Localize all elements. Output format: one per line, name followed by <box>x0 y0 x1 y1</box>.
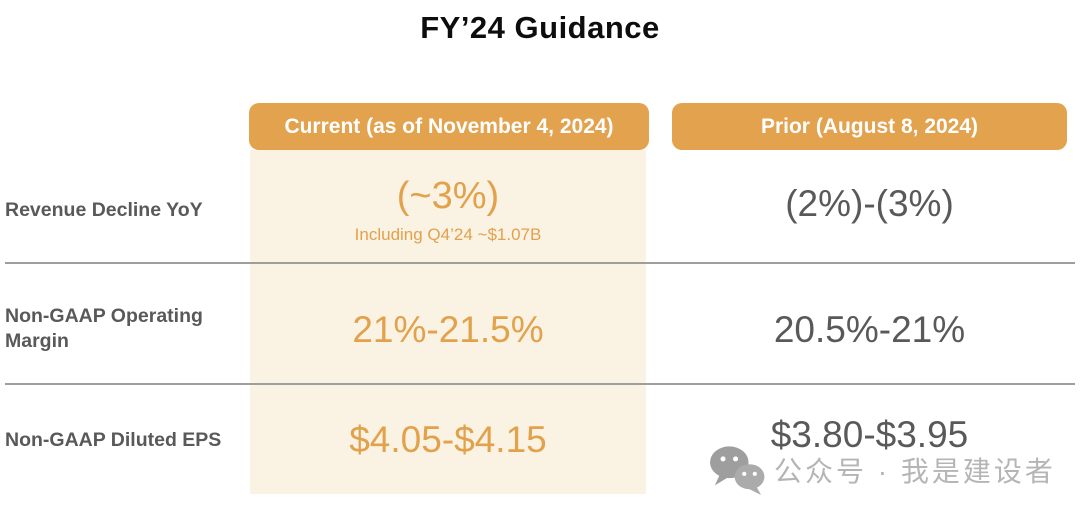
watermark: 公众号 · 我是建设者 <box>708 444 1056 496</box>
watermark-text: 公众号 · 我是建设者 <box>774 456 1056 487</box>
cell-current-diluted-eps: $4.05-$4.15 <box>349 419 547 460</box>
cell-prior-operating-margin: 20.5%-21% <box>773 309 966 350</box>
column-header-prior: Prior (August 8, 2024) <box>672 103 1067 150</box>
cell-current-revenue-decline: (~3%) <box>396 175 500 217</box>
cell-prior-revenue-decline: (2%)-(3%) <box>785 183 954 224</box>
row-label-revenue-decline: Revenue Decline YoY <box>5 199 203 221</box>
cell-prior-diluted-eps: $3.80-$3.95 <box>770 414 969 455</box>
wechat-icon <box>710 446 765 496</box>
row-label-operating-margin: Non-GAAP Operating Margin <box>5 305 203 352</box>
page-title: FY’24 Guidance <box>420 10 660 45</box>
cell-current-revenue-decline-note: Including Q4’24 ~$1.07B <box>354 225 542 244</box>
row-divider <box>5 262 1075 264</box>
column-header-current: Current (as of November 4, 2024) <box>249 103 649 150</box>
cell-current-operating-margin: 21%-21.5% <box>352 309 544 350</box>
row-label-diluted-eps: Non-GAAP Diluted EPS <box>5 429 222 451</box>
row-divider <box>5 383 1075 385</box>
current-column-highlight <box>250 150 646 494</box>
